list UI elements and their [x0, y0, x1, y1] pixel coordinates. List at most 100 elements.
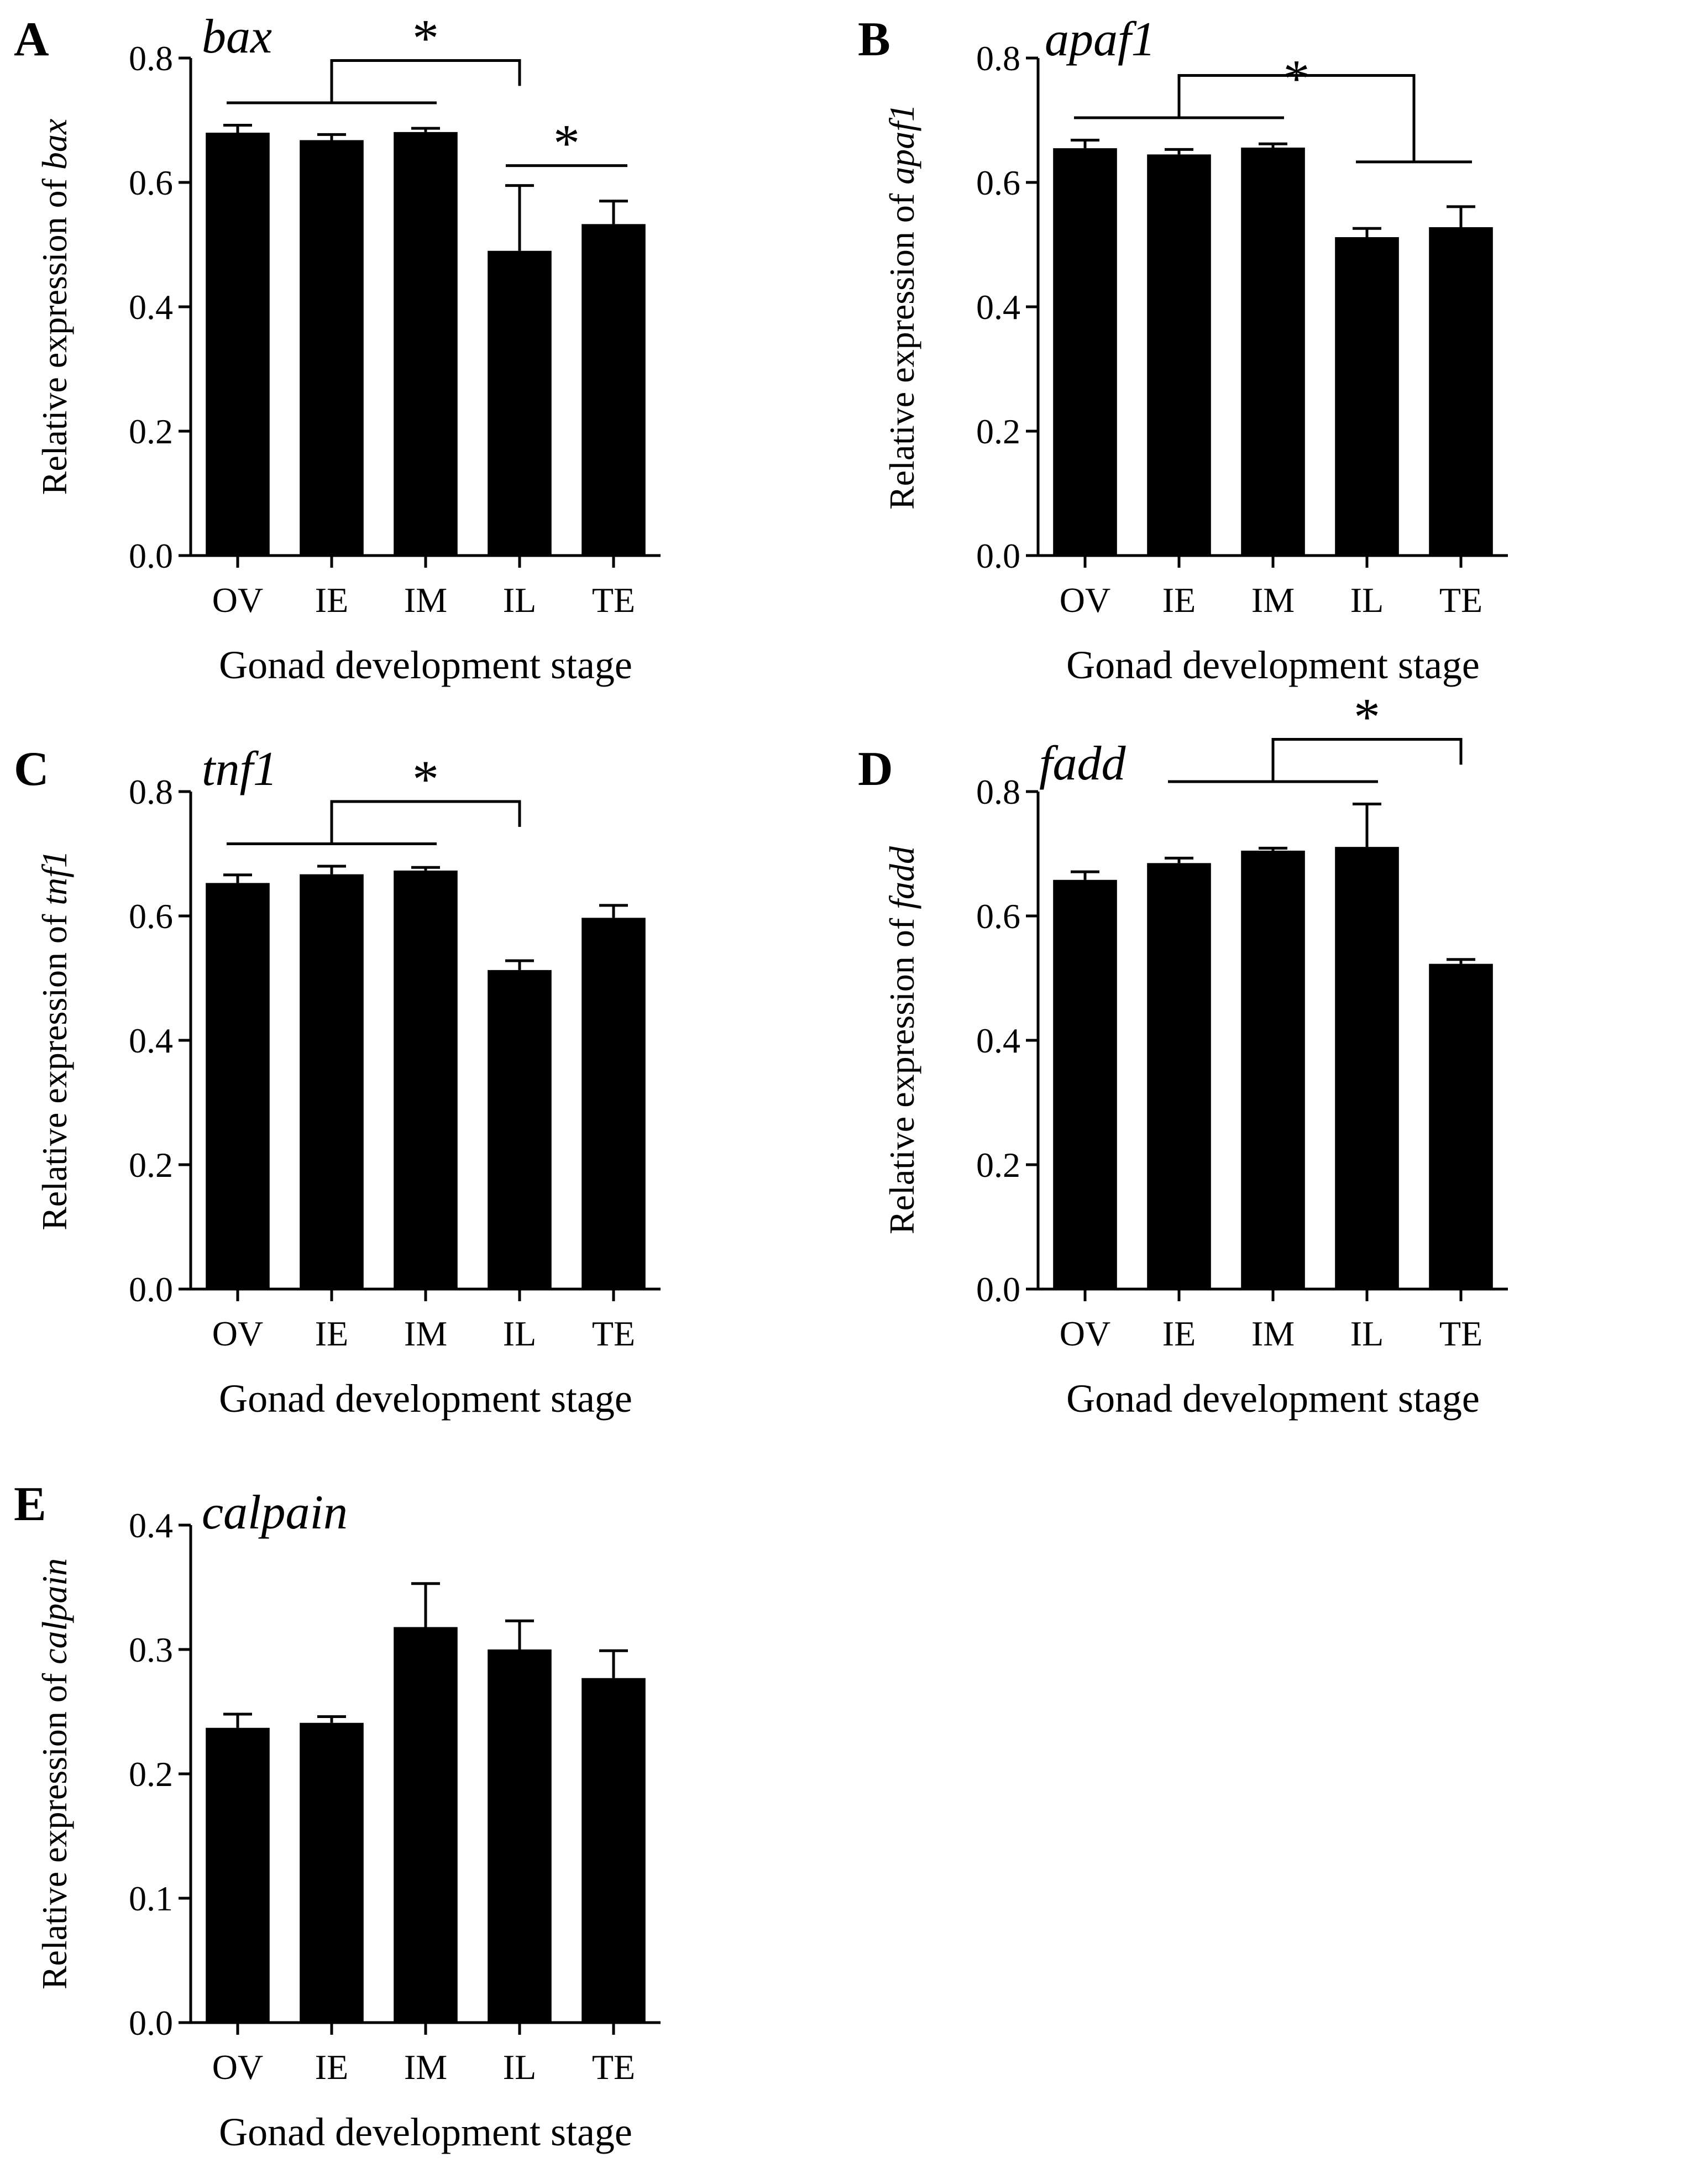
y-tick-label: 0.8: [129, 772, 173, 811]
y-axis-label-gene: fadd: [882, 846, 921, 909]
y-axis-label-prefix: Relative expression of: [35, 905, 74, 1230]
x-tick-label: IE: [1162, 1314, 1196, 1353]
bar: [1429, 227, 1493, 556]
x-tick-label: IE: [315, 2047, 348, 2087]
y-tick-label: 0.8: [976, 772, 1020, 811]
bar: [1241, 850, 1305, 1289]
significance-star: *: [412, 750, 439, 809]
bar: [1147, 154, 1211, 556]
y-axis-label: Relative expression of calpain: [35, 1558, 74, 1989]
x-tick-label: IE: [315, 1314, 348, 1353]
bar: [206, 1727, 270, 2023]
y-tick-label: 0.0: [976, 536, 1020, 575]
y-axis-label-prefix: Relative expression of: [882, 185, 921, 510]
bar: [488, 970, 552, 1289]
x-tick-label: OV: [212, 1314, 263, 1353]
panel-letter: C: [14, 742, 49, 796]
x-axis-label: Gonad development stage: [1066, 643, 1480, 687]
y-tick-label: 0.2: [129, 1754, 173, 1794]
x-tick-label: IL: [503, 1314, 536, 1353]
chart-title: apaf1: [1045, 13, 1155, 66]
x-tick-label: IL: [1350, 1314, 1384, 1353]
bar: [581, 918, 646, 1289]
y-tick-label: 0.8: [976, 39, 1020, 78]
y-axis-label: Relative expression of fadd: [882, 846, 921, 1234]
y-axis-label-gene: calpain: [35, 1558, 74, 1664]
bar: [206, 883, 270, 1289]
y-axis-label-gene: tnf1: [35, 850, 74, 905]
significance-star: *: [1283, 49, 1310, 108]
x-axis-label: Gonad development stage: [219, 643, 632, 687]
x-tick-label: OV: [1060, 1314, 1110, 1353]
y-tick-label: 0.8: [129, 39, 173, 78]
y-axis-label-prefix: Relative expression of: [882, 909, 921, 1234]
bar: [1335, 847, 1399, 1289]
bar: [206, 133, 270, 556]
y-tick-label: 0.2: [129, 1145, 173, 1185]
x-axis-label: Gonad development stage: [1066, 1376, 1480, 1421]
bar: [1241, 148, 1305, 556]
x-tick-label: IL: [503, 580, 536, 620]
significance-star: *: [412, 9, 439, 68]
bar: [300, 140, 364, 556]
significance-bracket: [330, 59, 521, 103]
bar: [1147, 863, 1211, 1289]
x-tick-label: IM: [404, 580, 447, 620]
y-axis-label-gene: apaf1: [882, 104, 921, 185]
y-tick-label: 0.4: [129, 287, 173, 327]
y-tick-label: 0.0: [129, 2003, 173, 2042]
x-tick-label: IM: [404, 2047, 447, 2087]
chart-title: fadd: [1039, 737, 1126, 790]
y-tick-label: 0.1: [129, 1879, 173, 1918]
x-tick-label: IE: [315, 580, 348, 620]
x-tick-label: IE: [1162, 580, 1196, 620]
y-tick-label: 0.2: [976, 412, 1020, 451]
bar: [1429, 963, 1493, 1289]
y-tick-label: 0.4: [976, 287, 1020, 327]
y-tick-label: 0.4: [976, 1021, 1020, 1060]
y-tick-label: 0.3: [129, 1630, 173, 1669]
y-axis-label: Relative expression of bax: [35, 119, 74, 495]
y-tick-label: 0.4: [129, 1021, 173, 1060]
significance-star: *: [553, 114, 580, 173]
x-tick-label: IL: [503, 2047, 536, 2087]
significance-bracket: [330, 800, 521, 844]
x-tick-label: IL: [1350, 580, 1384, 620]
chart-title: tnf1: [202, 742, 277, 796]
y-tick-label: 0.6: [129, 163, 173, 202]
y-tick-label: 0.4: [129, 1506, 173, 1545]
bar: [1053, 148, 1117, 556]
bar: [300, 1722, 364, 2023]
bar: [300, 874, 364, 1289]
y-tick-label: 0.0: [976, 1270, 1020, 1309]
y-axis-label-prefix: Relative expression of: [35, 1664, 74, 1989]
bar: [394, 132, 458, 556]
significance-bracket: [1271, 738, 1463, 782]
y-axis-label-gene: bax: [35, 119, 74, 170]
x-tick-label: IM: [404, 1314, 447, 1353]
y-tick-label: 0.2: [976, 1145, 1020, 1185]
y-tick-label: 0.6: [976, 163, 1020, 202]
x-tick-label: IM: [1251, 580, 1295, 620]
x-tick-label: TE: [592, 580, 635, 620]
significance-star: *: [1354, 688, 1380, 747]
x-tick-label: TE: [592, 1314, 635, 1353]
x-tick-label: TE: [592, 2047, 635, 2087]
x-axis-label: Gonad development stage: [219, 1376, 632, 1421]
panel-letter: E: [14, 1478, 46, 1531]
panel-letter: A: [14, 13, 49, 66]
y-tick-label: 0.0: [129, 1270, 173, 1309]
significance-bracket: [1177, 74, 1416, 162]
panel-letter: B: [858, 13, 890, 66]
chart-title: calpain: [202, 1486, 348, 1539]
bar: [394, 870, 458, 1289]
x-tick-label: OV: [212, 580, 263, 620]
y-axis-label: Relative expression of apaf1: [882, 104, 921, 510]
chart-title: bax: [202, 10, 272, 64]
y-tick-label: 0.6: [129, 897, 173, 936]
y-axis-label-prefix: Relative expression of: [35, 170, 74, 495]
